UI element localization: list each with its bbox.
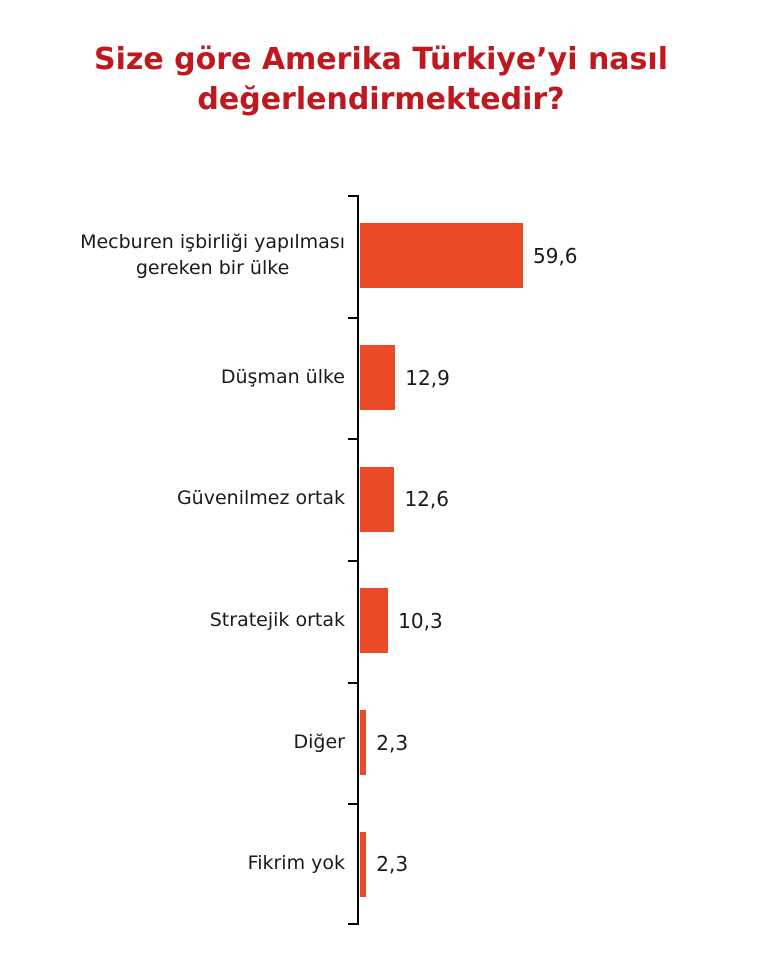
value-label: 12,6 <box>404 487 449 512</box>
category-label: Güvenilmez ortak <box>176 487 345 510</box>
axis-tick <box>348 803 357 805</box>
y-axis-line <box>357 195 359 925</box>
chart-title: Size göre Amerika Türkiye’yi nasıl değer… <box>0 40 762 120</box>
chart-row: Stratejik ortak 10,3 <box>0 560 762 682</box>
category-label: Diğer <box>293 730 345 753</box>
category-label: Mecburen işbirliği yapılması gereken bir… <box>80 231 345 279</box>
bar <box>360 831 367 897</box>
chart-row: Güvenilmez ortak 12,6 <box>0 438 762 560</box>
value-label: 2,3 <box>376 852 409 877</box>
bar <box>360 345 396 410</box>
bar <box>360 466 395 532</box>
value-label: 12,9 <box>405 365 450 390</box>
axis-tick <box>348 195 357 197</box>
value-label: 2,3 <box>376 730 409 755</box>
category-label-cell: Düşman ülke <box>0 365 358 391</box>
category-label: Stratejik ortak <box>209 609 345 632</box>
chart-row: Mecburen işbirliği yapılması gereken bir… <box>0 195 762 317</box>
category-label-cell: Mecburen işbirliği yapılması gereken bir… <box>0 230 358 281</box>
category-label-cell: Güvenilmez ortak <box>0 486 358 512</box>
value-label: 10,3 <box>398 608 443 633</box>
chart-row: Fikrim yok 2,3 <box>0 803 762 925</box>
chart-title-line-2: değerlendirmektedir? <box>197 82 565 117</box>
axis-tick <box>348 317 357 319</box>
chart-rows: Mecburen işbirliği yapılması gereken bir… <box>0 195 762 925</box>
axis-tick <box>348 438 357 440</box>
bar-chart: Mecburen işbirliği yapılması gereken bir… <box>0 195 762 925</box>
bar <box>360 223 523 289</box>
chart-row: Diğer 2,3 <box>0 682 762 804</box>
chart-title-line-1: Size göre Amerika Türkiye’yi nasıl <box>94 42 668 77</box>
category-label-cell: Diğer <box>0 730 358 756</box>
axis-tick <box>348 923 357 925</box>
axis-tick <box>348 560 357 562</box>
category-label: Düşman ülke <box>220 365 345 388</box>
category-label-cell: Stratejik ortak <box>0 608 358 634</box>
axis-tick <box>348 682 357 684</box>
chart-row: Düşman ülke 12,9 <box>0 317 762 439</box>
value-label: 59,6 <box>533 243 578 268</box>
bar <box>360 710 367 776</box>
category-label: Fikrim yok <box>247 852 345 875</box>
category-label-cell: Fikrim yok <box>0 851 358 877</box>
bar <box>360 588 389 654</box>
